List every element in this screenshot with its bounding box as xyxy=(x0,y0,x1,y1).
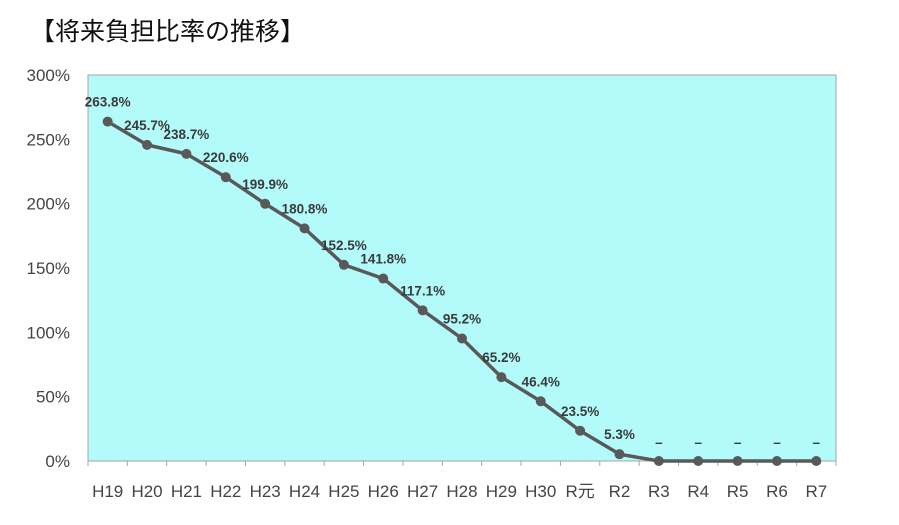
x-tick-label: H28 xyxy=(446,482,477,501)
y-tick-label: 50% xyxy=(36,388,70,407)
data-point xyxy=(299,223,310,234)
x-axis: H19 H20 H21 H22 H23 H24 H25 H26 H27 H28 H29 H30 R元 R2… xyxy=(87,460,837,501)
data-point xyxy=(496,372,507,383)
x-tick-label: R5 xyxy=(727,482,749,501)
x-tick-label: H19 xyxy=(92,482,123,501)
data-point xyxy=(771,456,782,466)
data-label: 65.2% xyxy=(482,350,520,365)
data-label: 152.5% xyxy=(321,238,367,253)
data-label: 245.7% xyxy=(124,118,170,133)
data-label: – xyxy=(773,435,781,450)
data-label: 46.4% xyxy=(522,374,560,389)
data-point xyxy=(732,456,743,466)
x-tick-label: R元 xyxy=(565,482,594,501)
data-label: 220.6% xyxy=(203,150,249,165)
y-axis: 0% 50% 100% 150% 200% 250% 300% xyxy=(27,66,70,471)
x-tick-label: H20 xyxy=(131,482,162,501)
data-point xyxy=(417,305,428,316)
x-tick-label: H23 xyxy=(250,482,281,501)
data-label: – xyxy=(734,435,742,450)
data-point xyxy=(338,259,349,270)
x-tick-label: H26 xyxy=(368,482,399,501)
x-tick-label: R4 xyxy=(687,482,709,501)
data-point xyxy=(535,396,546,407)
x-tick-label: R7 xyxy=(805,482,827,501)
data-label: 263.8% xyxy=(85,95,131,110)
data-label: 5.3% xyxy=(604,427,635,442)
data-label: 180.8% xyxy=(282,201,328,216)
data-point xyxy=(575,425,586,436)
x-tick-label: H21 xyxy=(171,482,202,501)
data-label: 117.1% xyxy=(400,283,445,298)
data-point xyxy=(181,148,192,159)
data-point xyxy=(457,333,467,344)
x-tick-label: H25 xyxy=(328,482,359,501)
y-tick-label: 250% xyxy=(27,130,70,149)
x-tick-label: R6 xyxy=(766,482,788,501)
data-point xyxy=(811,456,822,466)
x-tick-label: H24 xyxy=(289,482,320,501)
x-tick-label: H27 xyxy=(407,482,438,501)
y-tick-label: 200% xyxy=(27,195,70,214)
x-tick-label: H22 xyxy=(210,482,241,501)
data-label: 141.8% xyxy=(360,252,406,267)
data-point xyxy=(102,116,113,127)
data-label: 199.9% xyxy=(242,177,288,192)
x-tick-label: H30 xyxy=(525,482,556,501)
data-point xyxy=(614,449,625,460)
data-label: 23.5% xyxy=(561,404,599,419)
data-label: – xyxy=(655,435,663,450)
y-tick-label: 100% xyxy=(27,323,70,342)
plot-area xyxy=(87,74,837,462)
y-tick-label: 300% xyxy=(27,66,70,85)
y-tick-label: 150% xyxy=(27,259,70,278)
data-point xyxy=(693,456,704,466)
data-label-group: 263.8% 245.7%238.7% 220.6% 199.9% 180.8% 152.… xyxy=(85,95,821,450)
data-label: – xyxy=(694,435,702,450)
y-tick-label: 0% xyxy=(45,452,70,471)
chart-title: 【将来負担比率の推移】 xyxy=(30,17,306,46)
series-line-group xyxy=(102,116,822,466)
x-tick-label: R2 xyxy=(609,482,631,501)
data-label: – xyxy=(813,435,821,450)
data-label: 238.7% xyxy=(164,127,210,142)
data-point xyxy=(142,139,153,150)
x-tick-label: H29 xyxy=(486,482,517,501)
data-point xyxy=(260,198,271,209)
x-tick-label: R3 xyxy=(648,482,670,501)
data-point xyxy=(653,456,664,466)
data-label: 95.2% xyxy=(443,312,481,327)
data-point xyxy=(220,172,231,183)
data-point xyxy=(378,273,389,284)
